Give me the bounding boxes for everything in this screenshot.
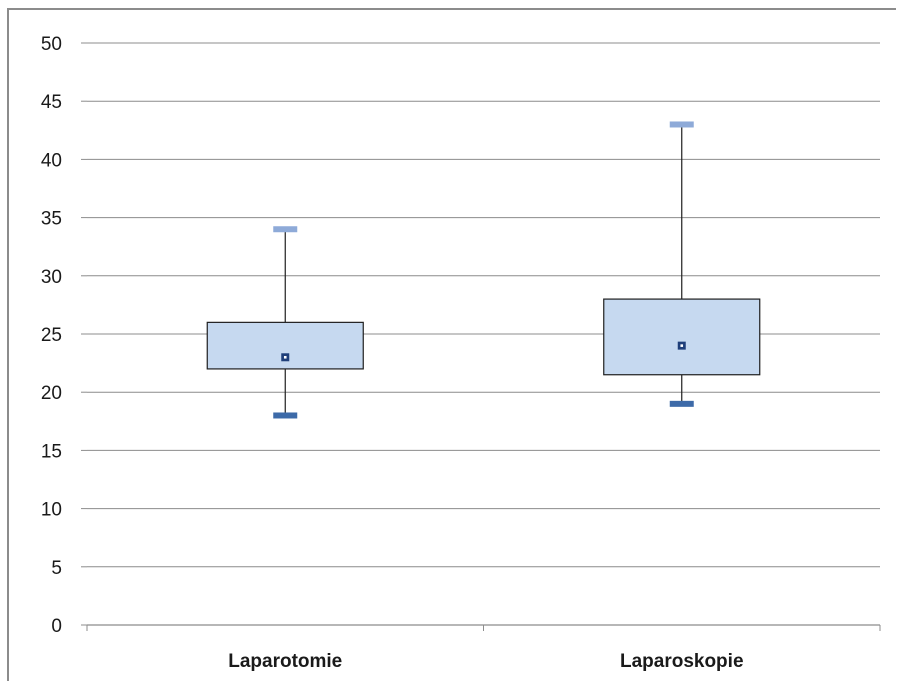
x-category-label-laparotomie: Laparotomie	[228, 651, 342, 672]
y-tick-label-35: 35	[41, 209, 62, 230]
median-marker-dot	[680, 344, 684, 347]
y-tick-label-30: 30	[41, 267, 62, 288]
box-laparotomie	[206, 226, 364, 419]
y-tick-label-10: 10	[41, 500, 62, 521]
interquartile-box	[206, 321, 364, 370]
min-marker	[669, 400, 694, 407]
interquartile-box	[603, 298, 761, 376]
y-tick-label-50: 50	[41, 34, 62, 55]
max-marker	[273, 226, 298, 233]
y-tick-label-40: 40	[41, 150, 62, 171]
y-tick-label-0: 0	[51, 616, 62, 637]
y-tick-label-15: 15	[41, 441, 62, 462]
x-axis	[86, 624, 881, 631]
boxes	[206, 121, 761, 419]
x-axis-category-labels: Laparotomie Laparoskopie	[228, 651, 743, 672]
median-marker-dot	[283, 355, 287, 359]
min-marker	[273, 412, 298, 419]
y-tick-label-25: 25	[41, 325, 62, 346]
y-tick-label-45: 45	[41, 92, 62, 113]
y-axis-tick-labels: 0 5 10 15 20 25 30 35 40 45 50	[41, 34, 62, 637]
x-category-label-laparoskopie: Laparoskopie	[620, 651, 744, 672]
y-tick-label-20: 20	[41, 383, 62, 404]
max-marker	[669, 121, 694, 128]
box-laparoskopie	[603, 121, 761, 407]
y-tick-label-5: 5	[51, 558, 62, 579]
